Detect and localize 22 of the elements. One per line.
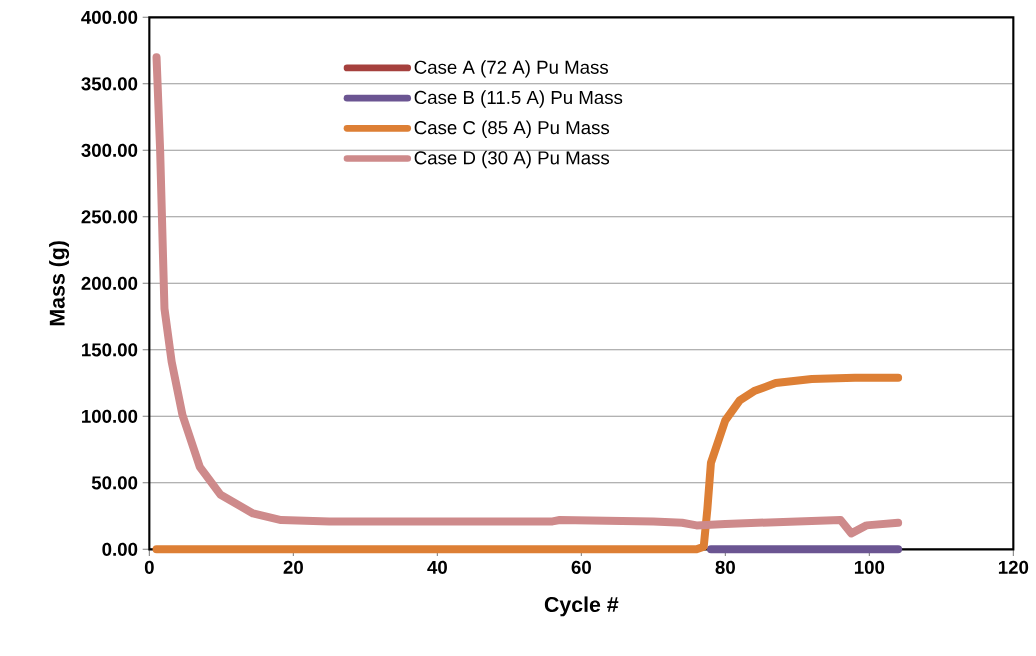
x-tick-label: 60	[571, 560, 591, 574]
y-tick-label: 150.00	[82, 343, 138, 357]
x-tick-label: 100	[854, 560, 885, 574]
y-tick-label: 250.00	[81, 210, 138, 224]
y-tick-label: 0.00	[102, 542, 138, 556]
legend-label: Case C (85 A) Pu Mass	[414, 120, 610, 138]
legend-label: Case D (30 A) Pu Mass	[414, 150, 610, 169]
y-tick-label: 100.00	[82, 409, 138, 423]
x-tick-label: 20	[283, 560, 303, 574]
x-axis-title: Cycle #	[544, 596, 619, 617]
legend-label: Case A (72 A) Pu Mass	[414, 60, 609, 78]
x-tick-label: 80	[715, 560, 735, 574]
y-tick-label: 50.00	[91, 476, 138, 490]
x-tick-label: 40	[427, 560, 447, 574]
y-tick-label: 200.00	[81, 276, 138, 290]
y-axis-title: Mass (g)	[49, 241, 70, 326]
legend-label: Case B (11.5 A) Pu Mass	[414, 90, 623, 108]
x-tick-label: 120	[998, 560, 1029, 574]
y-tick-label: 350.00	[81, 77, 138, 91]
x-tick-label: 0	[144, 560, 154, 574]
y-tick-label: 400.00	[81, 10, 138, 24]
y-tick-label: 300.00	[81, 143, 138, 157]
